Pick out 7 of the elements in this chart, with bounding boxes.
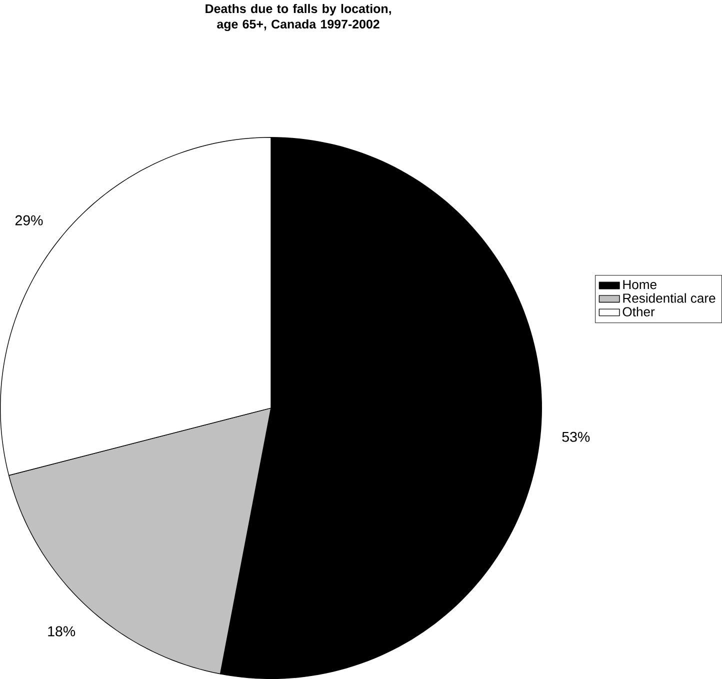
data-label: 53% — [562, 432, 590, 442]
data-label: 29% — [15, 215, 43, 226]
chart-title: Deaths due to falls by location, age 65+, Canada 1997-2002 — [206, 4, 391, 32]
data-label: 18% — [48, 626, 76, 636]
legend-label: Home — [623, 280, 656, 290]
legend-label: Residential care — [623, 293, 716, 303]
legend-label: Other — [622, 306, 655, 316]
